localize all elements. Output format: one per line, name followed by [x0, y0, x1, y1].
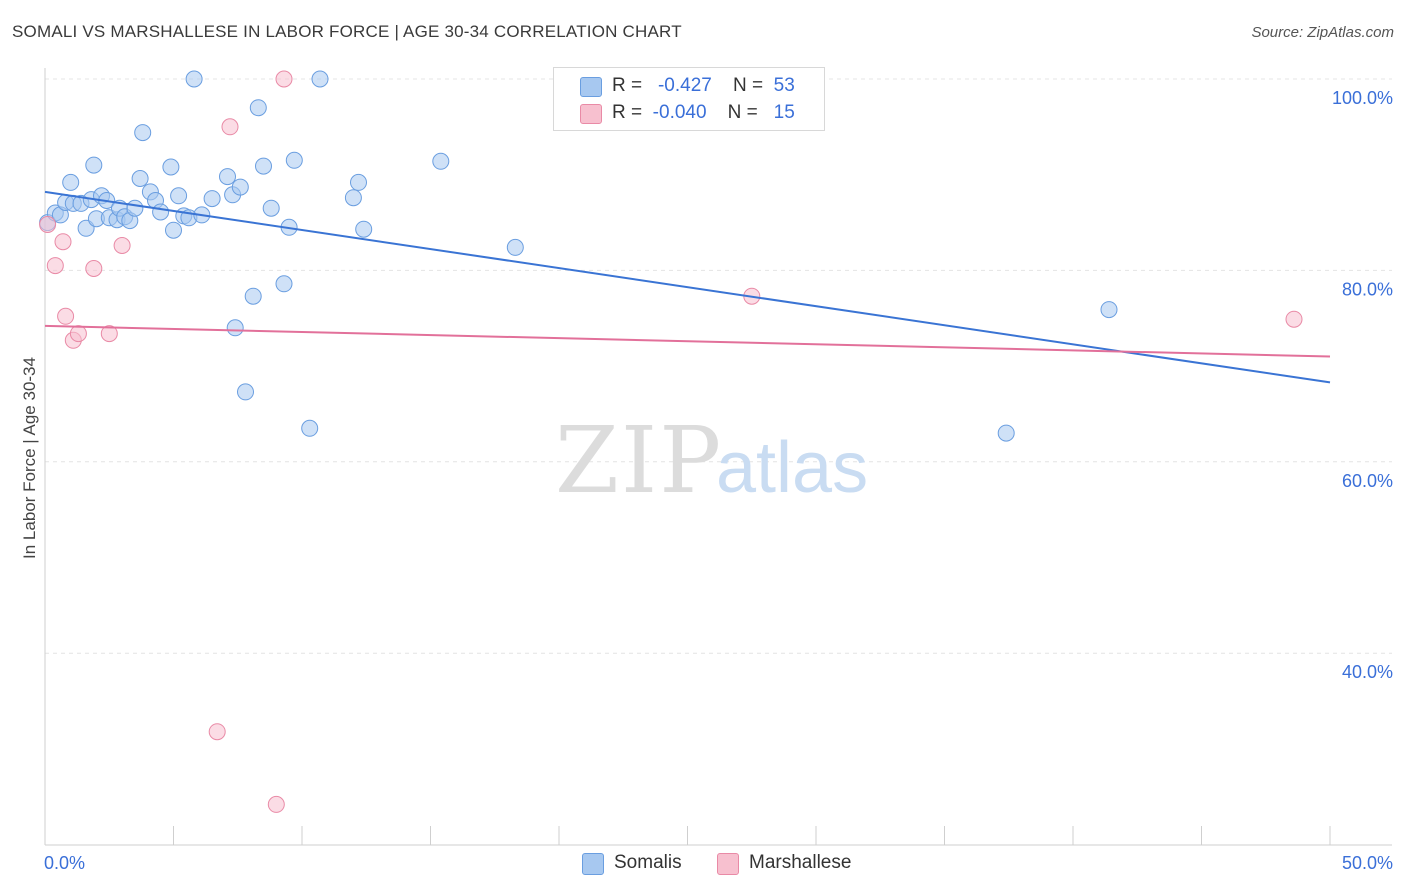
somalis-point[interactable]: [301, 419, 319, 437]
legend-n-value: 53: [773, 75, 795, 96]
somalis-point[interactable]: [344, 189, 362, 207]
somalis-point[interactable]: [170, 187, 188, 205]
stats-legend: R = -0.427 N = 53 R = -0.040 N = 15: [553, 67, 825, 131]
y-tick-label: 100.0%: [1332, 88, 1393, 108]
source-credit: Source: ZipAtlas.com: [1251, 24, 1394, 41]
somalis-point[interactable]: [262, 199, 280, 217]
y-tick-label: 60.0%: [1342, 471, 1393, 491]
somalis-point[interactable]: [162, 158, 180, 176]
marshallese-point[interactable]: [113, 237, 131, 254]
marshallese-point[interactable]: [208, 723, 226, 741]
legend-r-label: R =: [612, 75, 643, 96]
legend-n-label: N =: [732, 75, 764, 96]
somalis-point[interactable]: [237, 383, 254, 401]
somalis-point[interactable]: [165, 221, 182, 239]
marshallese-point[interactable]: [267, 795, 285, 813]
trend-lines: [44, 190, 1331, 384]
somalis-trend-line: [44, 190, 1331, 384]
legend-swatch: [717, 853, 739, 875]
somalis-point[interactable]: [311, 70, 329, 88]
somalis-point[interactable]: [134, 124, 152, 142]
legend-r-value: -0.040: [652, 102, 707, 123]
somalis-point[interactable]: [1100, 301, 1118, 319]
marshallese-point[interactable]: [46, 257, 64, 275]
watermark-atlas: atlas: [716, 428, 868, 508]
somalis-point[interactable]: [126, 199, 144, 217]
legend-label: Marshallese: [749, 852, 852, 873]
legend-n-value: 15: [773, 102, 795, 123]
somalis-point[interactable]: [285, 151, 303, 169]
legend-n-label: N =: [727, 102, 758, 123]
somalis-point[interactable]: [997, 424, 1015, 442]
somalis-point[interactable]: [432, 152, 450, 170]
axes: [44, 68, 1392, 846]
somalis-point[interactable]: [62, 173, 80, 191]
somalis-point[interactable]: [275, 275, 293, 293]
somalis-point[interactable]: [226, 319, 244, 337]
marshallese-point[interactable]: [69, 325, 87, 343]
y-tick-labels: 40.0% 60.0% 80.0% 100.0%: [1332, 88, 1393, 682]
somalis-point[interactable]: [85, 156, 103, 174]
y-tick-label: 40.0%: [1342, 662, 1393, 682]
watermark: ZIP atlas: [555, 407, 868, 514]
legend-r-value: -0.427: [657, 75, 712, 96]
marshallese-point[interactable]: [221, 118, 239, 136]
marshallese-point[interactable]: [57, 307, 75, 325]
x-tick-label-max: 50.0%: [1342, 853, 1393, 873]
x-tick-labels: 0.0% 50.0%: [44, 853, 1393, 873]
marshallese-point[interactable]: [39, 216, 57, 233]
legend-r-label: R =: [612, 102, 643, 123]
y-tick-label: 80.0%: [1342, 279, 1393, 299]
x-tick-label-min: 0.0%: [44, 853, 85, 873]
marshallese-point[interactable]: [85, 260, 103, 277]
marshallese-point[interactable]: [54, 233, 72, 251]
somalis-point[interactable]: [249, 99, 267, 117]
legend-swatch-marshallese: [580, 104, 602, 124]
grid-lines: [45, 78, 1392, 654]
somalis-point[interactable]: [350, 173, 367, 191]
somalis-point[interactable]: [219, 168, 236, 186]
watermark-zip: ZIP: [555, 407, 723, 514]
marshallese-point[interactable]: [100, 325, 118, 343]
legend-swatch: [582, 853, 604, 875]
marshallese-point[interactable]: [1285, 310, 1303, 328]
somalis-point[interactable]: [231, 178, 249, 196]
somalis-point[interactable]: [244, 287, 262, 305]
somalis-point[interactable]: [255, 157, 272, 175]
somalis-point[interactable]: [203, 190, 221, 208]
somalis-point[interactable]: [355, 220, 373, 238]
marshallese-point[interactable]: [275, 70, 293, 88]
marshallese-trend-line: [44, 324, 1331, 358]
chart-title: SOMALI VS MARSHALLESE IN LABOR FORCE | A…: [12, 22, 682, 41]
data-points: [39, 70, 1303, 813]
somalis-point[interactable]: [506, 238, 524, 256]
somalis-point[interactable]: [152, 203, 170, 221]
somalis-point[interactable]: [131, 170, 149, 187]
legend-swatch-somalis: [580, 77, 602, 97]
legend-label: Somalis: [614, 852, 682, 873]
somalis-point[interactable]: [185, 70, 203, 88]
